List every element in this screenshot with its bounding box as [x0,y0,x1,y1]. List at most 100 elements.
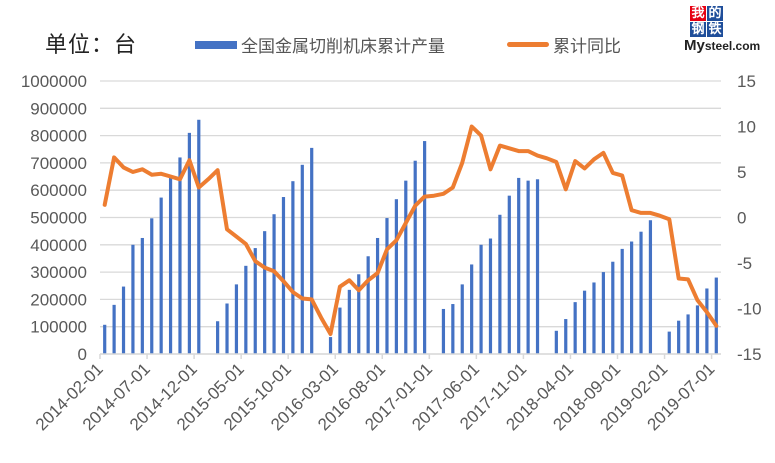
bar [441,308,446,354]
bar [470,264,474,354]
bar [347,289,351,354]
bar [648,220,653,354]
logo-char: 钢 [690,22,706,37]
bar [150,218,154,354]
logo-brand-text: Mysteel.com [684,37,760,54]
bar [695,305,700,354]
bar [168,177,173,354]
bar [263,231,267,354]
bar [253,248,257,354]
bar [338,307,342,354]
bar [582,290,587,354]
bar [385,218,389,354]
bar [310,147,314,354]
bar [601,272,605,354]
y-left-tick-label: 200000 [30,290,87,309]
y-right-tick-label: 15 [737,72,756,91]
y-right-tick-label: -10 [737,300,762,319]
bar [498,214,502,354]
line-legend-swatch [507,42,549,47]
bar [404,180,408,354]
y-left-tick-label: 800000 [30,127,87,146]
y-right-tick-label: 10 [737,118,756,137]
bar [300,164,304,354]
y-right-tick-label: 0 [737,209,746,228]
y-left-tick-label: 500000 [30,209,87,228]
bar [103,324,107,354]
bar [423,141,427,354]
bar [216,321,220,354]
bar [413,160,417,354]
line-series-yoy [102,124,719,336]
bar [488,238,493,354]
bar [244,265,248,354]
yoy-line [102,124,719,336]
bar [677,320,681,354]
bar [460,284,464,354]
legend-item-production: 全国金属切削机床累计产量 [195,32,445,57]
y-left-tick-label: 900000 [30,99,87,118]
bar [394,199,398,354]
x-axis: 2014-02-012014-07-012014-12-012015-05-01… [32,353,721,434]
bar-legend-swatch [195,40,237,49]
bar [234,284,239,354]
bar [159,197,163,354]
bar [479,244,483,354]
bar [535,179,540,354]
y-left-tick-label: 600000 [30,181,87,200]
y-left-tick-label: 700000 [30,154,87,173]
unit-label: 单位：台 [45,33,138,58]
bar [686,314,690,354]
bar [178,157,182,354]
bar [197,119,201,355]
y-left-tick-label: 1000000 [21,72,87,91]
bar [375,237,380,354]
bar [121,286,126,354]
y-axis-left: 0 100000 200000 300000 400000 500000 600000 700… [21,72,87,364]
bar [526,180,530,354]
y-left-tick-label: 0 [78,345,87,364]
y-left-tick-label: 300000 [30,263,87,282]
bar [564,319,568,354]
bar [328,337,333,354]
y-left-tick-label: 100000 [30,318,87,337]
bar [291,181,295,354]
bar [131,244,135,354]
bar [507,195,511,354]
bar [225,303,229,354]
bar [517,177,521,354]
logo-brand-big: My [684,37,705,54]
legend-label-yoy: 累计同比 [553,37,621,57]
legend-label-production: 全国金属切削机床累计产量 [241,37,445,57]
bar [611,261,615,354]
bar [357,274,361,354]
bar [272,214,276,354]
bar-series-production [103,119,718,355]
bar [451,304,455,354]
y-right-tick-label: 5 [737,163,746,182]
bar [620,248,624,354]
bar [630,241,634,354]
mysteel-logo: 我 的 钢 铁 Mysteel.com [684,6,760,54]
bar [140,237,144,354]
bar [639,231,643,354]
bar [366,256,370,354]
logo-brand-rest: steel.com [704,39,761,53]
bar [554,330,558,354]
bar [592,282,596,354]
logo-char: 的 [707,6,723,21]
y-left-tick-label: 400000 [30,236,87,255]
bar [281,197,286,354]
bar [187,132,191,354]
bar [705,288,709,354]
legend-item-yoy: 累计同比 [507,32,621,57]
bar [573,302,577,354]
bar [667,331,671,354]
bar [714,277,718,354]
logo-char: 铁 [707,22,723,37]
logo-char: 我 [690,6,706,21]
y-right-tick-label: -5 [737,254,752,273]
y-axis-right: -15 -10 -5 0 5 10 15 [737,72,762,364]
